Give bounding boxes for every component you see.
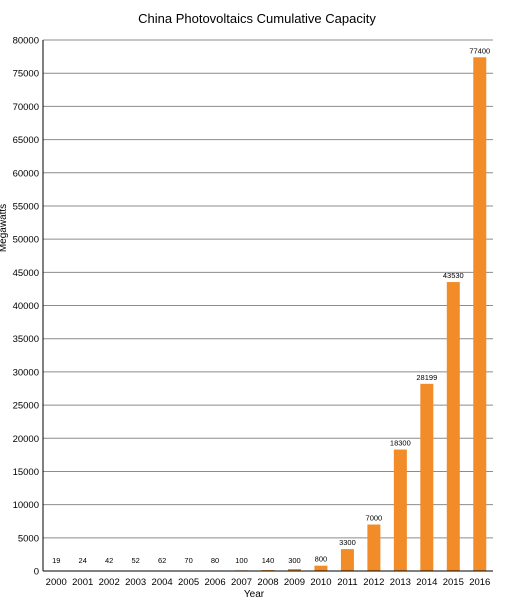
data-label-2002: 42 [105,556,113,565]
gridlines [43,39,493,539]
x-tick-label: 2012 [363,577,384,588]
x-tick-label: 2004 [152,577,173,588]
x-axis-ticks: 2000 2001 2002 2003 2004 2005 2006 2007 2008 2009… [46,577,491,588]
y-tick-label: 5000 [18,533,39,544]
data-label-2013: 18300 [390,439,411,448]
data-label-2003: 52 [131,556,139,565]
y-tick-label: 40000 [13,301,39,312]
data-label-2006: 80 [211,556,219,565]
x-tick-label: 2002 [99,577,120,588]
bar-2009 [287,569,301,571]
bar-2012 [367,524,381,571]
data-label-2001: 24 [79,556,87,565]
data-label-2010: 800 [315,555,328,564]
x-tick-label: 2008 [257,577,278,588]
x-tick-label: 2006 [204,577,225,588]
data-label-2015: 43530 [443,271,464,280]
y-tick-label: 25000 [13,401,39,412]
y-tick-label: 65000 [13,135,39,146]
bar-2010 [314,565,328,571]
y-tick-label: 45000 [13,268,39,279]
bars [49,57,487,572]
x-tick-label: 2000 [46,577,67,588]
y-tick-label: 20000 [13,434,39,445]
data-label-2011: 3300 [339,538,356,547]
bar-2015 [446,282,460,571]
data-label-2012: 7000 [366,514,383,523]
data-label-2004: 62 [158,556,166,565]
data-labels: 19 24 42 52 62 70 80 100 140 300 800 3300 7000 18300 2… [52,46,490,565]
x-tick-label: 2014 [416,577,437,588]
data-label-2016: 77400 [469,46,490,55]
x-tick-label: 2011 [337,577,357,588]
x-axis-label: Year [244,589,265,599]
y-tick-label: 50000 [13,235,39,246]
y-tick-label: 10000 [13,500,39,511]
y-tick-label: 55000 [13,201,39,212]
y-tick-label: 60000 [13,168,39,179]
data-label-2005: 70 [184,556,192,565]
y-tick-label: 15000 [13,467,39,478]
y-tick-label: 70000 [13,102,39,113]
data-label-2007: 100 [235,556,248,565]
y-axis-label: Megawatts [0,204,9,252]
chart-title: China Photovoltaics Cumulative Capacity [138,11,376,26]
data-label-2014: 28199 [416,373,437,382]
x-tick-label: 2010 [310,577,331,588]
bar-2013 [393,449,407,571]
x-tick-label: 2007 [231,577,252,588]
y-tick-label: 75000 [13,69,39,80]
y-tick-label: 80000 [13,36,39,47]
x-tick-label: 2009 [284,577,305,588]
y-tick-label: 0 [34,567,39,578]
x-tick-label: 2001 [72,577,93,588]
bar-2014 [420,383,434,571]
x-tick-label: 2003 [125,577,146,588]
y-axis-ticks: 0 5000 10000 15000 20000 25000 30000 35000 40000… [13,36,39,578]
x-tick-label: 2005 [178,577,199,588]
x-tick-label: 2015 [443,577,464,588]
data-label-2000: 19 [52,556,60,565]
data-label-2009: 300 [288,556,301,565]
data-label-2008: 140 [262,556,275,565]
x-tick-label: 2013 [390,577,411,588]
x-tick-label: 2016 [469,577,490,588]
bar-2011 [340,549,354,571]
bar-2016 [473,57,487,571]
y-tick-label: 30000 [13,367,39,378]
y-tick-label: 35000 [13,334,39,345]
